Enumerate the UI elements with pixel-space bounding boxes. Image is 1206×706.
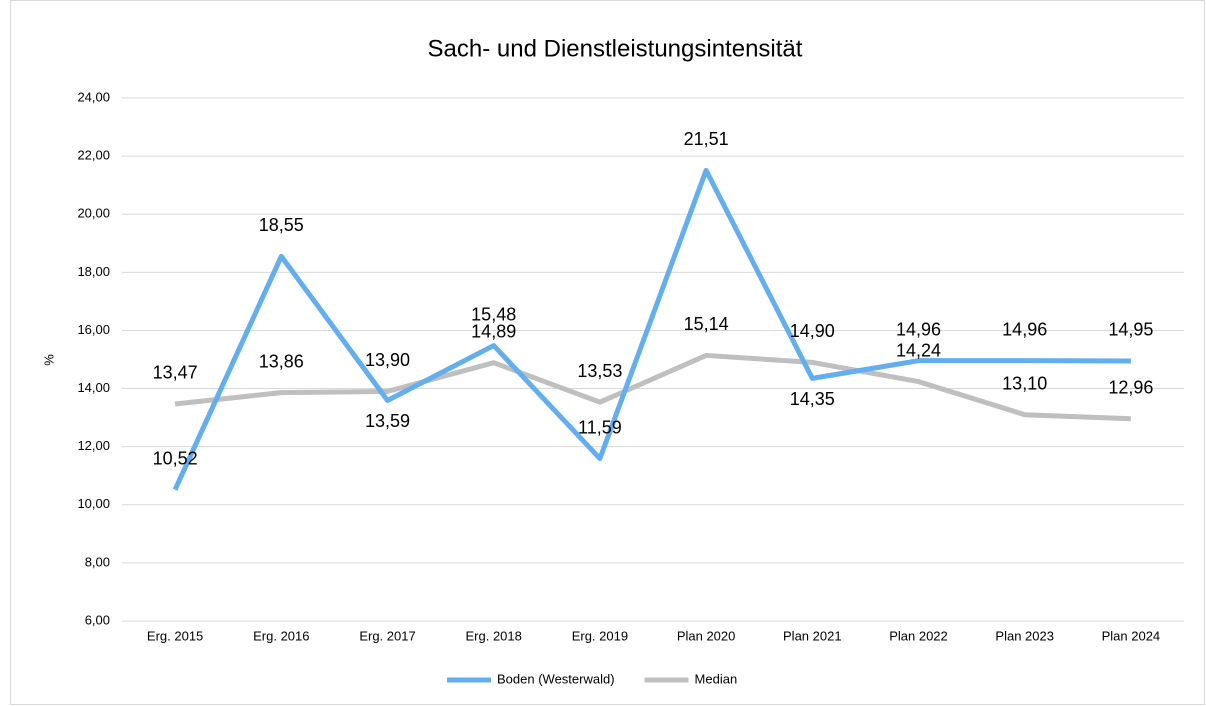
- y-tick-label: 24,00: [77, 89, 110, 104]
- x-tick-label: Erg. 2016: [253, 628, 309, 643]
- data-label: 14,96: [896, 319, 941, 339]
- data-label: 14,90: [790, 321, 835, 341]
- y-tick-label: 20,00: [77, 206, 110, 221]
- chart-frame: [10, 0, 1205, 705]
- x-tick-label: Plan 2020: [677, 628, 736, 643]
- x-tick-label: Erg. 2019: [572, 628, 628, 643]
- data-label: 13,59: [365, 411, 410, 431]
- data-label: 12,96: [1108, 378, 1153, 398]
- x-tick-label: Erg. 2018: [466, 628, 522, 643]
- x-tick-label: Erg. 2017: [359, 628, 415, 643]
- y-tick-label: 16,00: [77, 322, 110, 337]
- x-tick-label: Plan 2024: [1102, 628, 1161, 643]
- data-label: 21,51: [684, 129, 729, 149]
- data-label: 13,53: [577, 361, 622, 381]
- x-tick-label: Plan 2022: [889, 628, 948, 643]
- data-label: 14,96: [1002, 319, 1047, 339]
- data-label: 14,24: [896, 340, 941, 360]
- data-label: 14,95: [1108, 320, 1153, 340]
- data-label: 18,55: [259, 215, 304, 235]
- data-label: 14,35: [790, 389, 835, 409]
- series-line: [174, 352, 1131, 422]
- data-label: 13,86: [259, 351, 304, 371]
- data-label: 13,90: [365, 350, 410, 370]
- y-tick-label: 12,00: [77, 438, 110, 453]
- data-label: 11,59: [578, 417, 622, 437]
- legend-label: Median: [695, 671, 738, 686]
- y-tick-label: 18,00: [77, 264, 110, 279]
- data-label: 15,14: [684, 314, 729, 334]
- x-tick-label: Plan 2023: [995, 628, 1054, 643]
- x-tick-label: Plan 2021: [783, 628, 842, 643]
- data-label: 13,47: [153, 363, 198, 383]
- data-label: 14,89: [471, 321, 516, 341]
- y-tick-label: 8,00: [85, 554, 110, 569]
- y-tick-label: 10,00: [77, 496, 110, 511]
- series-line: [172, 167, 1131, 491]
- y-axis-label: %: [41, 354, 56, 366]
- chart-title: Sach- und Dienstleistungsintensität: [428, 35, 803, 62]
- data-label: 15,48: [471, 304, 516, 324]
- y-tick-label: 22,00: [77, 148, 110, 163]
- legend-label: Boden (Westerwald): [497, 671, 615, 686]
- data-label: 13,10: [1002, 373, 1047, 393]
- x-tick-label: Erg. 2015: [147, 628, 203, 643]
- y-tick-label: 6,00: [85, 612, 110, 627]
- y-tick-label: 14,00: [77, 380, 110, 395]
- data-label: 10,52: [153, 448, 198, 468]
